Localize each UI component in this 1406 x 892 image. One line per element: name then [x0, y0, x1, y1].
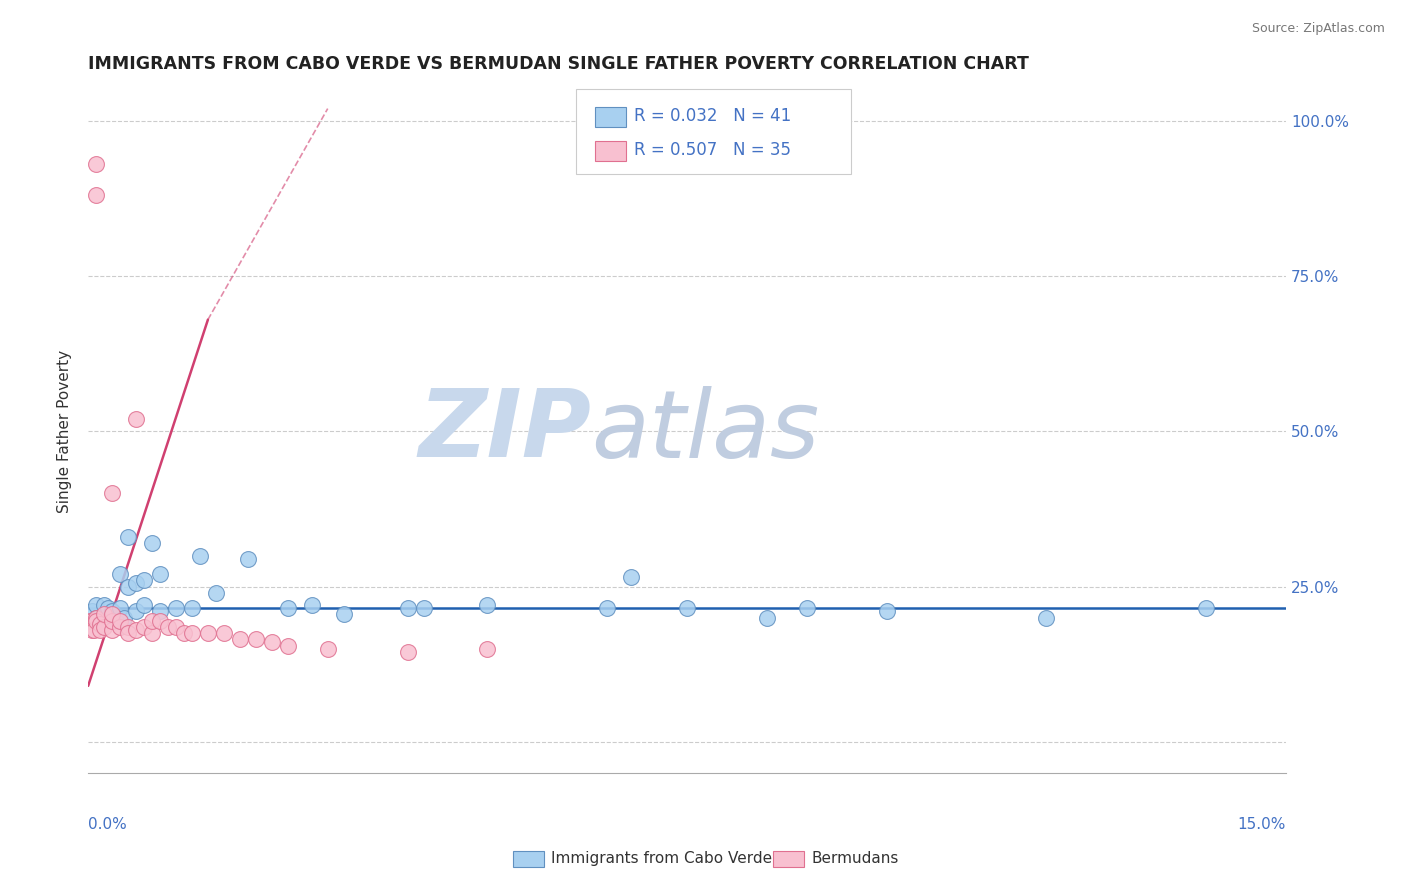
- Point: [1195, 601, 1218, 615]
- Point: [101, 607, 124, 622]
- Point: [141, 626, 163, 640]
- Point: [84, 188, 107, 202]
- Text: Bermudans: Bermudans: [811, 851, 898, 865]
- Point: [84, 610, 107, 624]
- Point: [125, 623, 148, 637]
- Point: [149, 567, 172, 582]
- Point: [132, 598, 155, 612]
- Text: 15.0%: 15.0%: [1237, 817, 1286, 832]
- Point: [141, 536, 163, 550]
- Point: [165, 620, 187, 634]
- Point: [89, 614, 111, 628]
- Point: [596, 601, 619, 615]
- Point: [229, 632, 252, 647]
- Point: [149, 604, 172, 618]
- Point: [676, 601, 699, 615]
- Point: [80, 614, 103, 628]
- Point: [301, 598, 323, 612]
- Point: [79, 614, 101, 628]
- Point: [101, 607, 124, 622]
- Point: [108, 614, 131, 628]
- Point: [83, 623, 105, 637]
- Point: [112, 610, 135, 624]
- Point: [156, 620, 179, 634]
- Point: [82, 604, 104, 618]
- Point: [117, 620, 139, 634]
- Point: [89, 623, 111, 637]
- Text: Immigrants from Cabo Verde: Immigrants from Cabo Verde: [551, 851, 772, 865]
- Point: [181, 601, 204, 615]
- Point: [396, 645, 419, 659]
- Text: ZIP: ZIP: [419, 385, 592, 477]
- Point: [1035, 610, 1057, 624]
- Point: [245, 632, 267, 647]
- Point: [332, 607, 354, 622]
- Point: [93, 620, 115, 634]
- Point: [84, 614, 107, 628]
- Point: [125, 576, 148, 591]
- Text: IMMIGRANTS FROM CABO VERDE VS BERMUDAN SINGLE FATHER POVERTY CORRELATION CHART: IMMIGRANTS FROM CABO VERDE VS BERMUDAN S…: [89, 55, 1029, 73]
- Point: [477, 598, 499, 612]
- Text: atlas: atlas: [592, 386, 820, 477]
- Point: [132, 574, 155, 588]
- Point: [141, 614, 163, 628]
- Text: 0.0%: 0.0%: [89, 817, 127, 832]
- Point: [84, 157, 107, 171]
- Point: [173, 626, 195, 640]
- Point: [205, 586, 228, 600]
- Point: [277, 601, 299, 615]
- Point: [149, 614, 172, 628]
- Point: [97, 601, 120, 615]
- Point: [101, 623, 124, 637]
- Point: [117, 580, 139, 594]
- Point: [188, 549, 211, 563]
- Text: R = 0.032   N = 41: R = 0.032 N = 41: [634, 107, 792, 125]
- Point: [755, 610, 778, 624]
- Point: [117, 530, 139, 544]
- Point: [108, 620, 131, 634]
- Point: [260, 635, 283, 649]
- Point: [125, 604, 148, 618]
- Point: [93, 598, 115, 612]
- Point: [316, 641, 339, 656]
- Point: [876, 604, 898, 618]
- Y-axis label: Single Father Poverty: Single Father Poverty: [58, 350, 72, 513]
- Point: [105, 614, 128, 628]
- Point: [84, 610, 107, 624]
- Text: R = 0.507   N = 35: R = 0.507 N = 35: [634, 141, 792, 159]
- Point: [117, 626, 139, 640]
- Point: [101, 614, 124, 628]
- Point: [125, 412, 148, 426]
- Point: [89, 616, 111, 631]
- Point: [796, 601, 818, 615]
- Point: [93, 614, 115, 628]
- Point: [93, 607, 115, 622]
- Point: [108, 601, 131, 615]
- Point: [212, 626, 235, 640]
- Point: [620, 570, 643, 584]
- Point: [101, 486, 124, 500]
- Point: [181, 626, 204, 640]
- Point: [277, 639, 299, 653]
- Point: [396, 601, 419, 615]
- Point: [132, 620, 155, 634]
- Point: [108, 567, 131, 582]
- Point: [412, 601, 434, 615]
- Point: [82, 623, 104, 637]
- Point: [236, 551, 259, 566]
- Point: [477, 641, 499, 656]
- Point: [197, 626, 219, 640]
- Point: [101, 604, 124, 618]
- Text: Source: ZipAtlas.com: Source: ZipAtlas.com: [1251, 22, 1385, 36]
- Point: [84, 598, 107, 612]
- Point: [165, 601, 187, 615]
